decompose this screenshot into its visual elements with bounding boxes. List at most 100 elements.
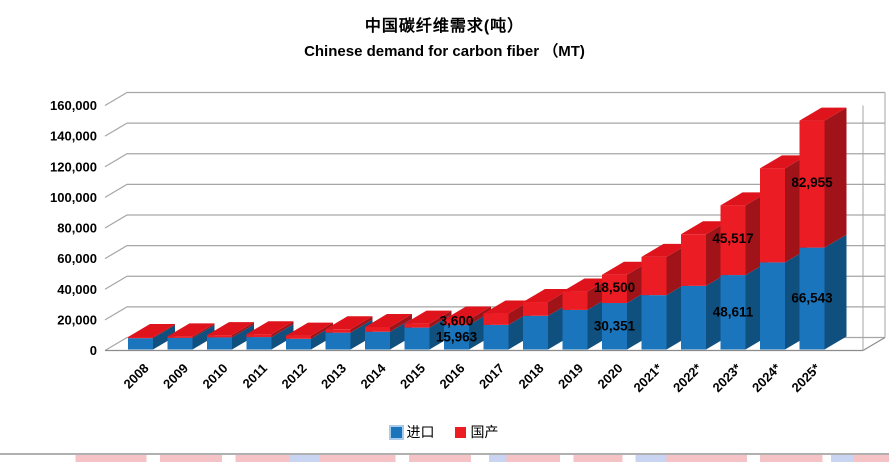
chart-legend: 进口 国产 bbox=[0, 422, 889, 442]
bar-2013-import bbox=[325, 332, 351, 350]
gridline bbox=[104, 214, 885, 229]
x-axis-label: 2021* bbox=[630, 360, 665, 395]
bar-2010-domestic-side bbox=[232, 322, 254, 338]
bar-2023*-domestic bbox=[720, 205, 746, 276]
bar-2025*-import-side bbox=[824, 234, 847, 350]
y-axis-label: 0 bbox=[90, 343, 97, 358]
bar-2010-import bbox=[207, 337, 232, 350]
bar-2011-import bbox=[246, 337, 272, 350]
x-axis-label: 2013 bbox=[318, 361, 349, 392]
bar-2010-import-side bbox=[232, 324, 254, 350]
bar-2016-domestic bbox=[444, 319, 469, 326]
bar-2024*-domestic-top bbox=[760, 155, 807, 169]
chart-title-en: Chinese demand for carbon fiber （MT) bbox=[304, 43, 585, 60]
gridline bbox=[104, 91, 885, 107]
bar-2014-domestic-side bbox=[390, 313, 412, 332]
gridline bbox=[104, 245, 885, 260]
x-axis-label: 2015 bbox=[397, 361, 428, 392]
bar-2016-domestic-top bbox=[444, 306, 491, 320]
bar-2023*-domestic-top bbox=[720, 192, 768, 206]
bar-2025*-domestic-side bbox=[824, 107, 847, 248]
y-axis-label: 20,000 bbox=[57, 312, 97, 327]
bar-2018-domestic-top bbox=[523, 289, 570, 303]
data-label: 48,611 bbox=[713, 304, 754, 319]
legend-label-import: 进口 bbox=[406, 424, 435, 440]
bar-2019-domestic-top bbox=[562, 278, 610, 292]
data-label: 82,955 bbox=[791, 175, 833, 190]
bar-2015-domestic bbox=[404, 323, 430, 328]
x-axis-label: 2008 bbox=[121, 361, 152, 392]
bar-2009-domestic bbox=[167, 336, 193, 338]
data-label: 66,543 bbox=[791, 291, 833, 306]
bar-2020-domestic-top bbox=[602, 261, 649, 275]
gridline bbox=[104, 183, 885, 198]
bar-2016-import bbox=[444, 325, 469, 350]
bar-2012-domestic-side bbox=[311, 322, 333, 339]
bar-2025*-domestic-top bbox=[799, 107, 847, 121]
bar-2009-import bbox=[167, 337, 193, 350]
legend-label-domestic: 国产 bbox=[470, 424, 499, 440]
x-axis-label: 2016 bbox=[437, 361, 468, 392]
bar-2017-domestic bbox=[483, 313, 509, 325]
bar-2008-import bbox=[128, 338, 153, 350]
bar-2018-import bbox=[523, 315, 548, 350]
x-axis-label: 2014 bbox=[358, 360, 390, 392]
bar-2012-domestic bbox=[286, 335, 311, 339]
data-label: 3,600 bbox=[440, 313, 474, 328]
legend-swatch-import bbox=[390, 426, 402, 438]
data-label: 15,963 bbox=[436, 329, 478, 344]
gridline bbox=[104, 122, 885, 137]
bar-2024*-import bbox=[760, 262, 785, 350]
bar-2011-domestic-top bbox=[246, 321, 294, 335]
y-axis-label: 140,000 bbox=[50, 129, 97, 144]
bar-2009-domestic-top bbox=[167, 323, 215, 337]
bar-2012-domestic-top bbox=[286, 322, 333, 336]
x-axis-label: 2019 bbox=[555, 361, 586, 392]
x-axis-label: 2012 bbox=[279, 361, 310, 392]
bar-2019-domestic bbox=[562, 291, 588, 310]
bar-2008-domestic-top bbox=[128, 323, 175, 337]
bar-2015-import bbox=[404, 327, 430, 350]
gridline bbox=[104, 153, 885, 168]
bar-2008-domestic-side bbox=[153, 323, 175, 339]
y-axis-label: 120,000 bbox=[50, 159, 97, 174]
legend-item-domestic: 国产 bbox=[454, 422, 499, 442]
x-axis-label: 2018 bbox=[516, 361, 547, 392]
data-label: 18,500 bbox=[594, 280, 635, 295]
bar-2013-domestic bbox=[325, 329, 351, 333]
bar-2010-domestic bbox=[207, 335, 232, 338]
bar-2024*-domestic bbox=[760, 168, 785, 263]
bar-2008-domestic bbox=[128, 336, 153, 339]
axis-floor-right bbox=[862, 336, 886, 352]
y-axis-label: 40,000 bbox=[57, 282, 97, 297]
bar-2013-domestic-side bbox=[350, 316, 373, 333]
bar-2021*-import bbox=[641, 295, 667, 350]
bar-2017-domestic-top bbox=[483, 300, 531, 314]
y-axis-label: 60,000 bbox=[57, 251, 97, 266]
bar-2014-domestic bbox=[365, 326, 390, 332]
bar-2020-domestic bbox=[602, 274, 627, 304]
bar-2015-domestic-side bbox=[429, 310, 452, 328]
data-label: 30,351 bbox=[594, 318, 636, 333]
bar-2016-domestic-side bbox=[469, 306, 491, 326]
x-axis-label: 2017 bbox=[476, 361, 507, 392]
bar-2021*-domestic bbox=[641, 256, 667, 296]
bar-2021*-domestic-top bbox=[641, 243, 689, 257]
bar-2019-import bbox=[562, 309, 588, 350]
bar-2022*-domestic bbox=[681, 234, 706, 286]
bar-2009-domestic-side bbox=[192, 323, 215, 338]
bar-2011-import-side bbox=[271, 324, 294, 350]
bar-2012-import bbox=[286, 338, 311, 350]
bar-2022*-import bbox=[681, 285, 706, 350]
bar-2014-import bbox=[365, 331, 390, 350]
bar-2018-domestic bbox=[523, 302, 548, 316]
x-axis-label: 2009 bbox=[160, 361, 191, 392]
chart-title-zh: 中国碳纤维需求(吨） bbox=[364, 18, 525, 35]
bar-2010-domestic-top bbox=[207, 322, 254, 336]
bar-2025*-import bbox=[799, 247, 825, 350]
x-axis-label: 2010 bbox=[200, 361, 231, 392]
y-axis-label: 160,000 bbox=[50, 98, 97, 113]
y-axis-label: 100,000 bbox=[50, 190, 97, 205]
